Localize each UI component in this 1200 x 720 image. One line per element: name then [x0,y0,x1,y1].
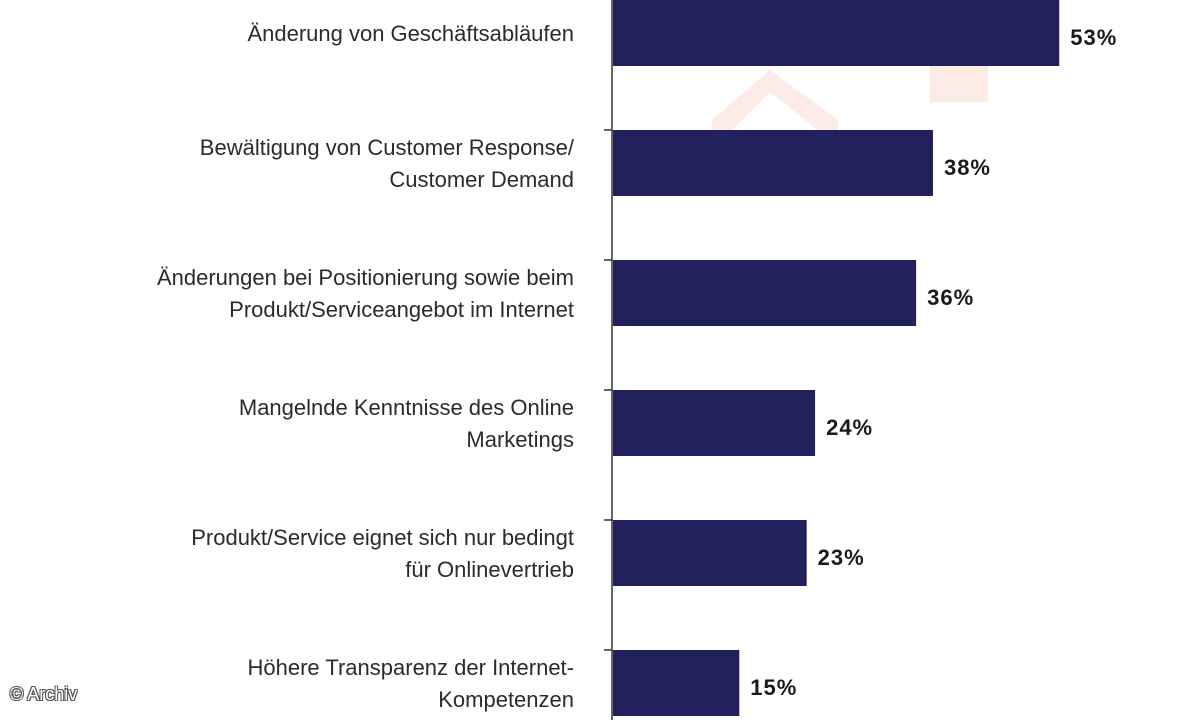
bar [613,130,933,196]
bar [613,260,917,326]
category-label-line: Änderung von Geschäftsabläufen [247,21,574,46]
category-label-line: Produkt/Service eignet sich nur bedingt [191,525,574,550]
bar [613,390,816,456]
category-label: Produkt/Service eignet sich nur bedingt f… [191,525,574,582]
value-label: 36% [927,285,974,310]
category-label-line: Mangelnde Kenntnisse des Online [239,395,574,420]
bar [613,520,807,586]
category-label-line: Customer Demand [389,167,574,192]
bar [613,0,1060,66]
category-label-line: Bewältigung von Customer Response/ [200,135,575,160]
category-label-line: Produkt/Serviceangebot im Internet [229,297,574,322]
category-label-line: Höhere Transparenz der Internet- [247,655,574,680]
image-credit: © Archiv [10,684,78,704]
category-label: Höhere Transparenz der Internet- Kompeten… [247,655,574,712]
category-labels: Änderung von Geschäftsabläufen Bewältigun… [157,21,575,712]
value-labels: 53% 38% 36% 24% 23% 15% [750,25,1117,700]
category-label: Mangelnde Kenntnisse des Online Marketing… [239,395,574,452]
category-label-line: Kompetenzen [438,687,574,712]
value-label: 15% [750,675,797,700]
axis-ticks [604,129,612,651]
value-label: 38% [944,155,991,180]
category-label: Änderung von Geschäftsabläufen [247,21,574,46]
category-label-line: Änderungen bei Positionierung sowie beim [157,265,574,290]
value-label: 53% [1070,25,1117,50]
bar [613,650,740,716]
value-label: 23% [818,545,865,570]
category-label-line: Marketings [466,427,574,452]
category-label-line: für Onlinevertrieb [405,557,574,582]
category-label: Änderungen bei Positionierung sowie beim… [157,265,574,322]
category-label: Bewältigung von Customer Response/Custom… [200,135,575,192]
bars [613,0,1060,716]
value-label: 24% [826,415,873,440]
